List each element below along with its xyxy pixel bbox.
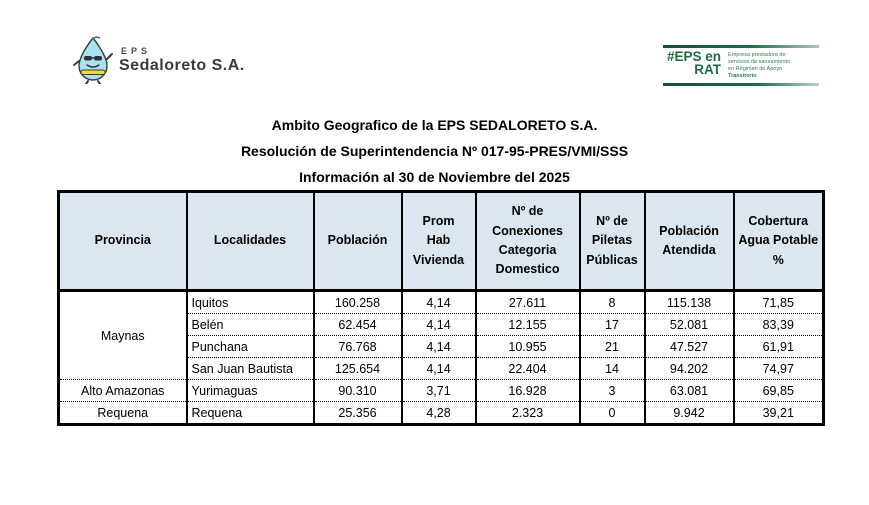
- col-header-poblacion-atendida: Población Atendida: [643, 190, 735, 292]
- conexiones-cell: 22.404: [474, 357, 581, 380]
- badge-hashtag: #EPS en RAT: [667, 49, 722, 77]
- prom-hab-cell: 4,28: [400, 401, 477, 425]
- col-header-piletas-publicas: Nº de Piletas Públicas: [578, 190, 646, 292]
- table-row: Requena Requena 25.356 4,28 2.323 0 9.94…: [57, 401, 825, 425]
- conexiones-cell: 12.155: [474, 313, 581, 336]
- col-header-provincia: Provincia: [57, 190, 188, 292]
- localidad-cell: Punchana: [185, 335, 315, 358]
- cobertura-cell: 83,39: [732, 313, 825, 336]
- col-header-poblacion: Población: [312, 190, 403, 292]
- eps-sedaloreto-logo: EPS Sedaloreto S.A.: [72, 36, 245, 84]
- cobertura-cell: 61,91: [732, 335, 825, 358]
- prom-hab-cell: 3,71: [400, 379, 477, 402]
- badge-bottom-rule: [663, 83, 819, 86]
- piletas-cell: 8: [578, 290, 646, 314]
- badge-desc-line: en Régimen de Apoyo: [728, 66, 783, 72]
- doc-title: Ambito Geografico de la EPS SEDALORETO S…: [271, 117, 598, 133]
- poblacion-cell: 62.454: [312, 313, 403, 336]
- localidad-cell: Yurimaguas: [185, 379, 315, 402]
- col-header-prom-hab-vivienda: Prom Hab Vivienda: [400, 190, 477, 292]
- table-row: Maynas Iquitos 160.258 4,14 27.611 8 115…: [57, 290, 825, 380]
- cobertura-cell: 71,85: [732, 290, 825, 314]
- table-row: Belén 62.454 4,14 12.155 17 52.081 83,39: [59, 313, 825, 336]
- piletas-cell: 17: [578, 313, 646, 336]
- prom-hab-cell: 4,14: [400, 357, 477, 380]
- atendida-cell: 94.202: [643, 357, 735, 380]
- atendida-cell: 47.527: [643, 335, 735, 358]
- localidad-cell: San Juan Bautista: [185, 357, 315, 380]
- conexiones-cell: 27.611: [474, 290, 581, 314]
- badge-desc-bold: Transitorio: [728, 73, 757, 79]
- badge-top-rule: [663, 45, 819, 48]
- table-row: San Juan Bautista 125.654 4,14 22.404 14…: [59, 357, 825, 380]
- conexiones-cell: 10.955: [474, 335, 581, 358]
- conexiones-cell: 2.323: [474, 401, 581, 425]
- localidad-cell: Belén: [185, 313, 315, 336]
- water-drop-mascot-icon: [73, 36, 113, 84]
- poblacion-cell: 125.654: [312, 357, 403, 380]
- header-row: Provincia Localidades Población Prom Hab…: [57, 190, 825, 292]
- cobertura-cell: 69,85: [732, 379, 825, 402]
- prom-hab-cell: 4,14: [400, 335, 477, 358]
- table-row: Alto Amazonas Yurimaguas 90.310 3,71 16.…: [57, 379, 825, 402]
- piletas-cell: 14: [578, 357, 646, 380]
- poblacion-cell: 76.768: [312, 335, 403, 358]
- badge-description: Empresa prestadora de servicios de sanea…: [728, 50, 790, 80]
- col-header-conexiones-domestico: Nº de Conexiones Categoria Domestico: [474, 190, 581, 292]
- col-header-localidades: Localidades: [185, 190, 315, 292]
- piletas-cell: 21: [578, 335, 646, 358]
- prom-hab-cell: 4,14: [400, 313, 477, 336]
- atendida-cell: 63.081: [643, 379, 735, 402]
- poblacion-cell: 160.258: [312, 290, 403, 314]
- doc-date: Información al 30 de Noviembre del 2025: [299, 169, 570, 185]
- provincia-cell: Requena: [57, 401, 188, 425]
- atendida-cell: 9.942: [643, 401, 735, 425]
- piletas-cell: 3: [578, 379, 646, 402]
- badge-desc-line: servicios de saneamiento: [728, 59, 791, 65]
- atendida-cell: 115.138: [643, 290, 735, 314]
- coverage-table: Provincia Localidades Población Prom Hab…: [57, 190, 825, 426]
- badge-hashtag-line2: RAT: [694, 62, 722, 77]
- col-header-cobertura-agua: Cobertura Agua Potable %: [732, 190, 825, 292]
- eps-en-rat-badge: #EPS en RAT Empresa prestadora de servic…: [663, 45, 819, 86]
- piletas-cell: 0: [578, 401, 646, 425]
- table-row: Punchana 76.768 4,14 10.955 21 47.527 61…: [59, 335, 825, 358]
- atendida-cell: 52.081: [643, 313, 735, 336]
- prom-hab-cell: 4,14: [400, 290, 477, 314]
- provincia-cell: Maynas: [57, 290, 188, 380]
- localidad-cell: Requena: [185, 401, 315, 425]
- logo-eps-label: EPS: [121, 45, 152, 56]
- cobertura-cell: 74,97: [732, 357, 825, 380]
- poblacion-cell: 90.310: [312, 379, 403, 402]
- conexiones-cell: 16.928: [474, 379, 581, 402]
- badge-desc-line: Empresa prestadora de: [728, 52, 786, 58]
- doc-resolution: Resolución de Superintendencia Nº 017-95…: [240, 143, 629, 159]
- logo-company-name: Sedaloreto S.A.: [119, 56, 245, 74]
- provincia-cell: Alto Amazonas: [57, 379, 188, 402]
- document-titles: Ambito Geografico de la EPS SEDALORETO S…: [0, 112, 869, 190]
- badge-hashtag-line1: #EPS en: [667, 49, 722, 64]
- localidad-cell: Iquitos: [185, 290, 315, 314]
- poblacion-cell: 25.356: [312, 401, 403, 425]
- cobertura-cell: 39,21: [732, 401, 825, 425]
